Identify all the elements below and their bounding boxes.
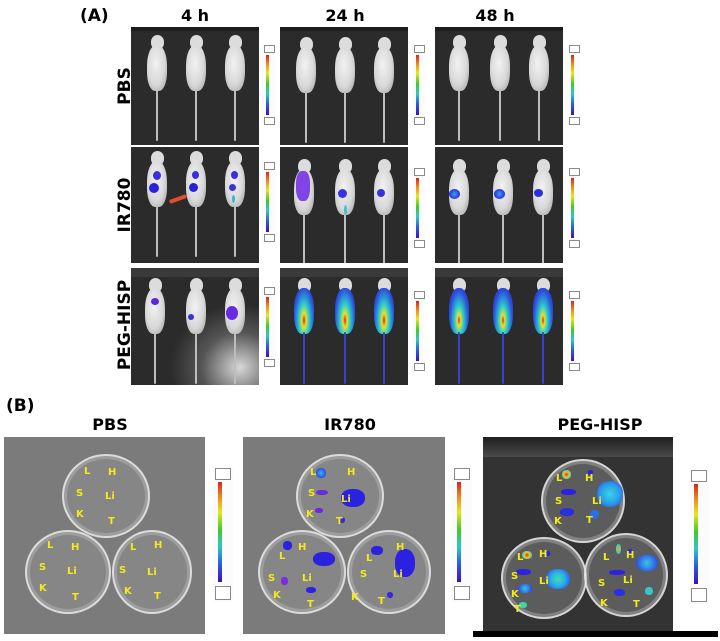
organ-label: S <box>119 565 127 576</box>
organ-label: T <box>336 516 343 527</box>
image-pbs-48h <box>435 27 563 145</box>
scale-bar <box>473 631 718 637</box>
organ-label: Li <box>302 573 312 584</box>
image-exvivo-peg-hisp: L H S Li K T L H S Li K T L H S Li K T <box>483 437 673 631</box>
organ-label: L <box>366 553 373 564</box>
panel-a-label: (A) <box>80 6 109 26</box>
organ-label: H <box>71 542 80 553</box>
panel-b-label: (B) <box>6 396 35 416</box>
image-peg-hisp-4h <box>131 268 259 385</box>
colorbar <box>412 291 425 371</box>
colorbar <box>567 291 580 371</box>
colorbar <box>262 162 275 242</box>
organ-label: Li <box>67 566 77 577</box>
organ-label: K <box>511 589 519 600</box>
image-ir780-24h <box>280 147 408 263</box>
colorbar <box>689 470 709 604</box>
organ-label: S <box>268 573 276 584</box>
organ-label: H <box>396 542 405 553</box>
colorbar <box>412 168 425 248</box>
organ-label: H <box>539 549 548 560</box>
image-ir780-4h <box>131 147 259 263</box>
organ-label: L <box>603 552 610 563</box>
organ-label: L <box>47 540 54 551</box>
image-ir780-48h <box>435 147 563 263</box>
organ-label: L <box>310 467 317 478</box>
organ-label: S <box>76 488 84 499</box>
organ-label: K <box>554 516 562 527</box>
organ-label: K <box>351 592 359 603</box>
image-exvivo-ir780: L H S Li K T L H S Li K T L H S Li K T <box>243 437 445 634</box>
organ-label: L <box>517 552 524 563</box>
organ-label: S <box>598 578 606 589</box>
organ-label: T <box>154 591 161 602</box>
organ-label: Li <box>393 569 403 580</box>
organ-label: K <box>273 590 281 601</box>
colorbar <box>213 468 233 602</box>
organ-label: L <box>130 542 137 553</box>
organ-label: H <box>108 467 117 478</box>
organ-label: T <box>378 596 385 607</box>
colorbar <box>262 287 275 367</box>
organ-label: H <box>154 540 163 551</box>
colorbar <box>452 468 472 602</box>
organ-label: L <box>84 466 91 477</box>
column-header-48h: 48 h <box>475 6 515 25</box>
group-header-pbs: PBS <box>92 415 128 434</box>
organ-label: K <box>76 509 84 520</box>
organ-label: H <box>298 542 307 553</box>
organ-label: L <box>279 551 286 562</box>
column-header-4h: 4 h <box>180 6 210 25</box>
organ-label: H <box>347 467 356 478</box>
organ-label: S <box>511 571 519 582</box>
organ-label: K <box>39 583 47 594</box>
organ-label: T <box>633 599 640 610</box>
colorbar <box>412 45 425 125</box>
organ-label: T <box>586 515 593 526</box>
colorbar <box>567 168 580 248</box>
organ-label: H <box>626 550 635 561</box>
organ-label: S <box>555 496 563 507</box>
organ-label: K <box>306 509 314 520</box>
colorbar <box>262 45 275 125</box>
organ-label: T <box>514 604 521 615</box>
image-exvivo-pbs: L H S Li K T L H S Li K T L H S Li K T <box>4 437 205 634</box>
organ-label: S <box>39 562 47 573</box>
organ-label: T <box>108 516 115 527</box>
organ-label: H <box>585 473 594 484</box>
organ-label: Li <box>341 494 351 505</box>
group-header-ir780: IR780 <box>324 415 376 434</box>
organ-label: T <box>307 599 314 610</box>
organ-label: S <box>360 569 368 580</box>
image-pbs-24h <box>280 27 408 145</box>
column-header-24h: 24 h <box>325 6 365 25</box>
image-peg-hisp-24h <box>280 268 408 385</box>
organ-label: Li <box>592 496 602 507</box>
organ-label: K <box>124 586 132 597</box>
organ-label: Li <box>623 575 633 586</box>
organ-label: L <box>556 473 563 484</box>
organ-label: Li <box>147 567 157 578</box>
organ-label: Li <box>539 576 549 587</box>
image-peg-hisp-48h <box>435 268 563 385</box>
image-pbs-4h <box>131 27 259 145</box>
group-header-peg-hisp: PEG-HISP <box>557 415 643 434</box>
organ-label: T <box>72 592 79 603</box>
colorbar <box>567 45 580 125</box>
organ-label: K <box>600 598 608 609</box>
organ-label: S <box>308 488 316 499</box>
organ-label: Li <box>105 491 115 502</box>
